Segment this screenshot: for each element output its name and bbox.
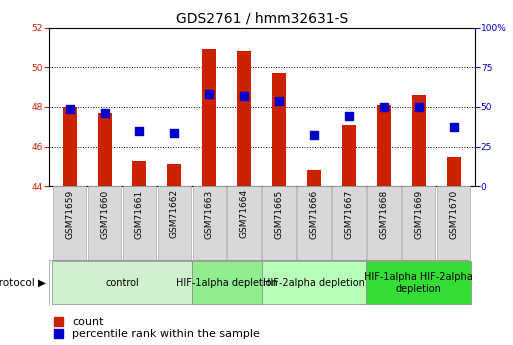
- Text: HIF-2alpha depletion: HIF-2alpha depletion: [263, 278, 365, 288]
- Point: [310, 132, 318, 137]
- Text: HIF-1alpha depletion: HIF-1alpha depletion: [176, 278, 278, 288]
- Text: GSM71665: GSM71665: [274, 189, 284, 238]
- Bar: [307, 170, 321, 186]
- Text: GSM71667: GSM71667: [344, 189, 353, 238]
- FancyBboxPatch shape: [88, 186, 122, 260]
- Bar: [202, 49, 216, 186]
- FancyBboxPatch shape: [123, 186, 156, 260]
- Text: GSM71670: GSM71670: [449, 189, 458, 238]
- FancyBboxPatch shape: [332, 186, 366, 260]
- FancyBboxPatch shape: [437, 186, 470, 260]
- Text: GSM71660: GSM71660: [100, 189, 109, 238]
- FancyBboxPatch shape: [262, 262, 366, 304]
- Point: [66, 106, 74, 112]
- FancyBboxPatch shape: [227, 186, 261, 260]
- Legend: count, percentile rank within the sample: count, percentile rank within the sample: [54, 317, 260, 339]
- FancyBboxPatch shape: [262, 186, 296, 260]
- Bar: [167, 165, 182, 186]
- FancyBboxPatch shape: [192, 186, 226, 260]
- Point: [380, 104, 388, 110]
- Title: GDS2761 / hmm32631-S: GDS2761 / hmm32631-S: [175, 11, 348, 25]
- FancyBboxPatch shape: [192, 262, 262, 304]
- Bar: [342, 125, 356, 186]
- Text: GSM71664: GSM71664: [240, 189, 249, 238]
- FancyBboxPatch shape: [366, 262, 471, 304]
- Bar: [272, 73, 286, 186]
- FancyBboxPatch shape: [402, 186, 436, 260]
- Point: [415, 104, 423, 110]
- Point: [205, 91, 213, 97]
- Point: [135, 128, 144, 134]
- Point: [170, 130, 179, 136]
- Point: [275, 98, 283, 104]
- Bar: [132, 160, 146, 186]
- Point: [101, 110, 109, 116]
- Bar: [447, 157, 461, 186]
- Text: GSM71663: GSM71663: [205, 189, 214, 238]
- FancyBboxPatch shape: [157, 186, 191, 260]
- Bar: [412, 95, 426, 186]
- Bar: [63, 107, 76, 186]
- Point: [240, 93, 248, 99]
- Text: GSM71668: GSM71668: [379, 189, 388, 238]
- FancyBboxPatch shape: [367, 186, 401, 260]
- Bar: [237, 51, 251, 186]
- Text: GSM71659: GSM71659: [65, 189, 74, 238]
- Text: protocol ▶: protocol ▶: [0, 278, 46, 288]
- Point: [449, 124, 458, 130]
- Text: GSM71661: GSM71661: [135, 189, 144, 238]
- Bar: [377, 105, 391, 186]
- Text: HIF-1alpha HIF-2alpha
depletion: HIF-1alpha HIF-2alpha depletion: [364, 272, 473, 294]
- FancyBboxPatch shape: [53, 186, 86, 260]
- Text: GSM71662: GSM71662: [170, 189, 179, 238]
- Bar: [97, 113, 111, 186]
- Text: GSM71666: GSM71666: [309, 189, 319, 238]
- Text: control: control: [105, 278, 139, 288]
- FancyBboxPatch shape: [52, 262, 192, 304]
- Text: GSM71669: GSM71669: [414, 189, 423, 238]
- FancyBboxPatch shape: [297, 186, 331, 260]
- Point: [345, 113, 353, 119]
